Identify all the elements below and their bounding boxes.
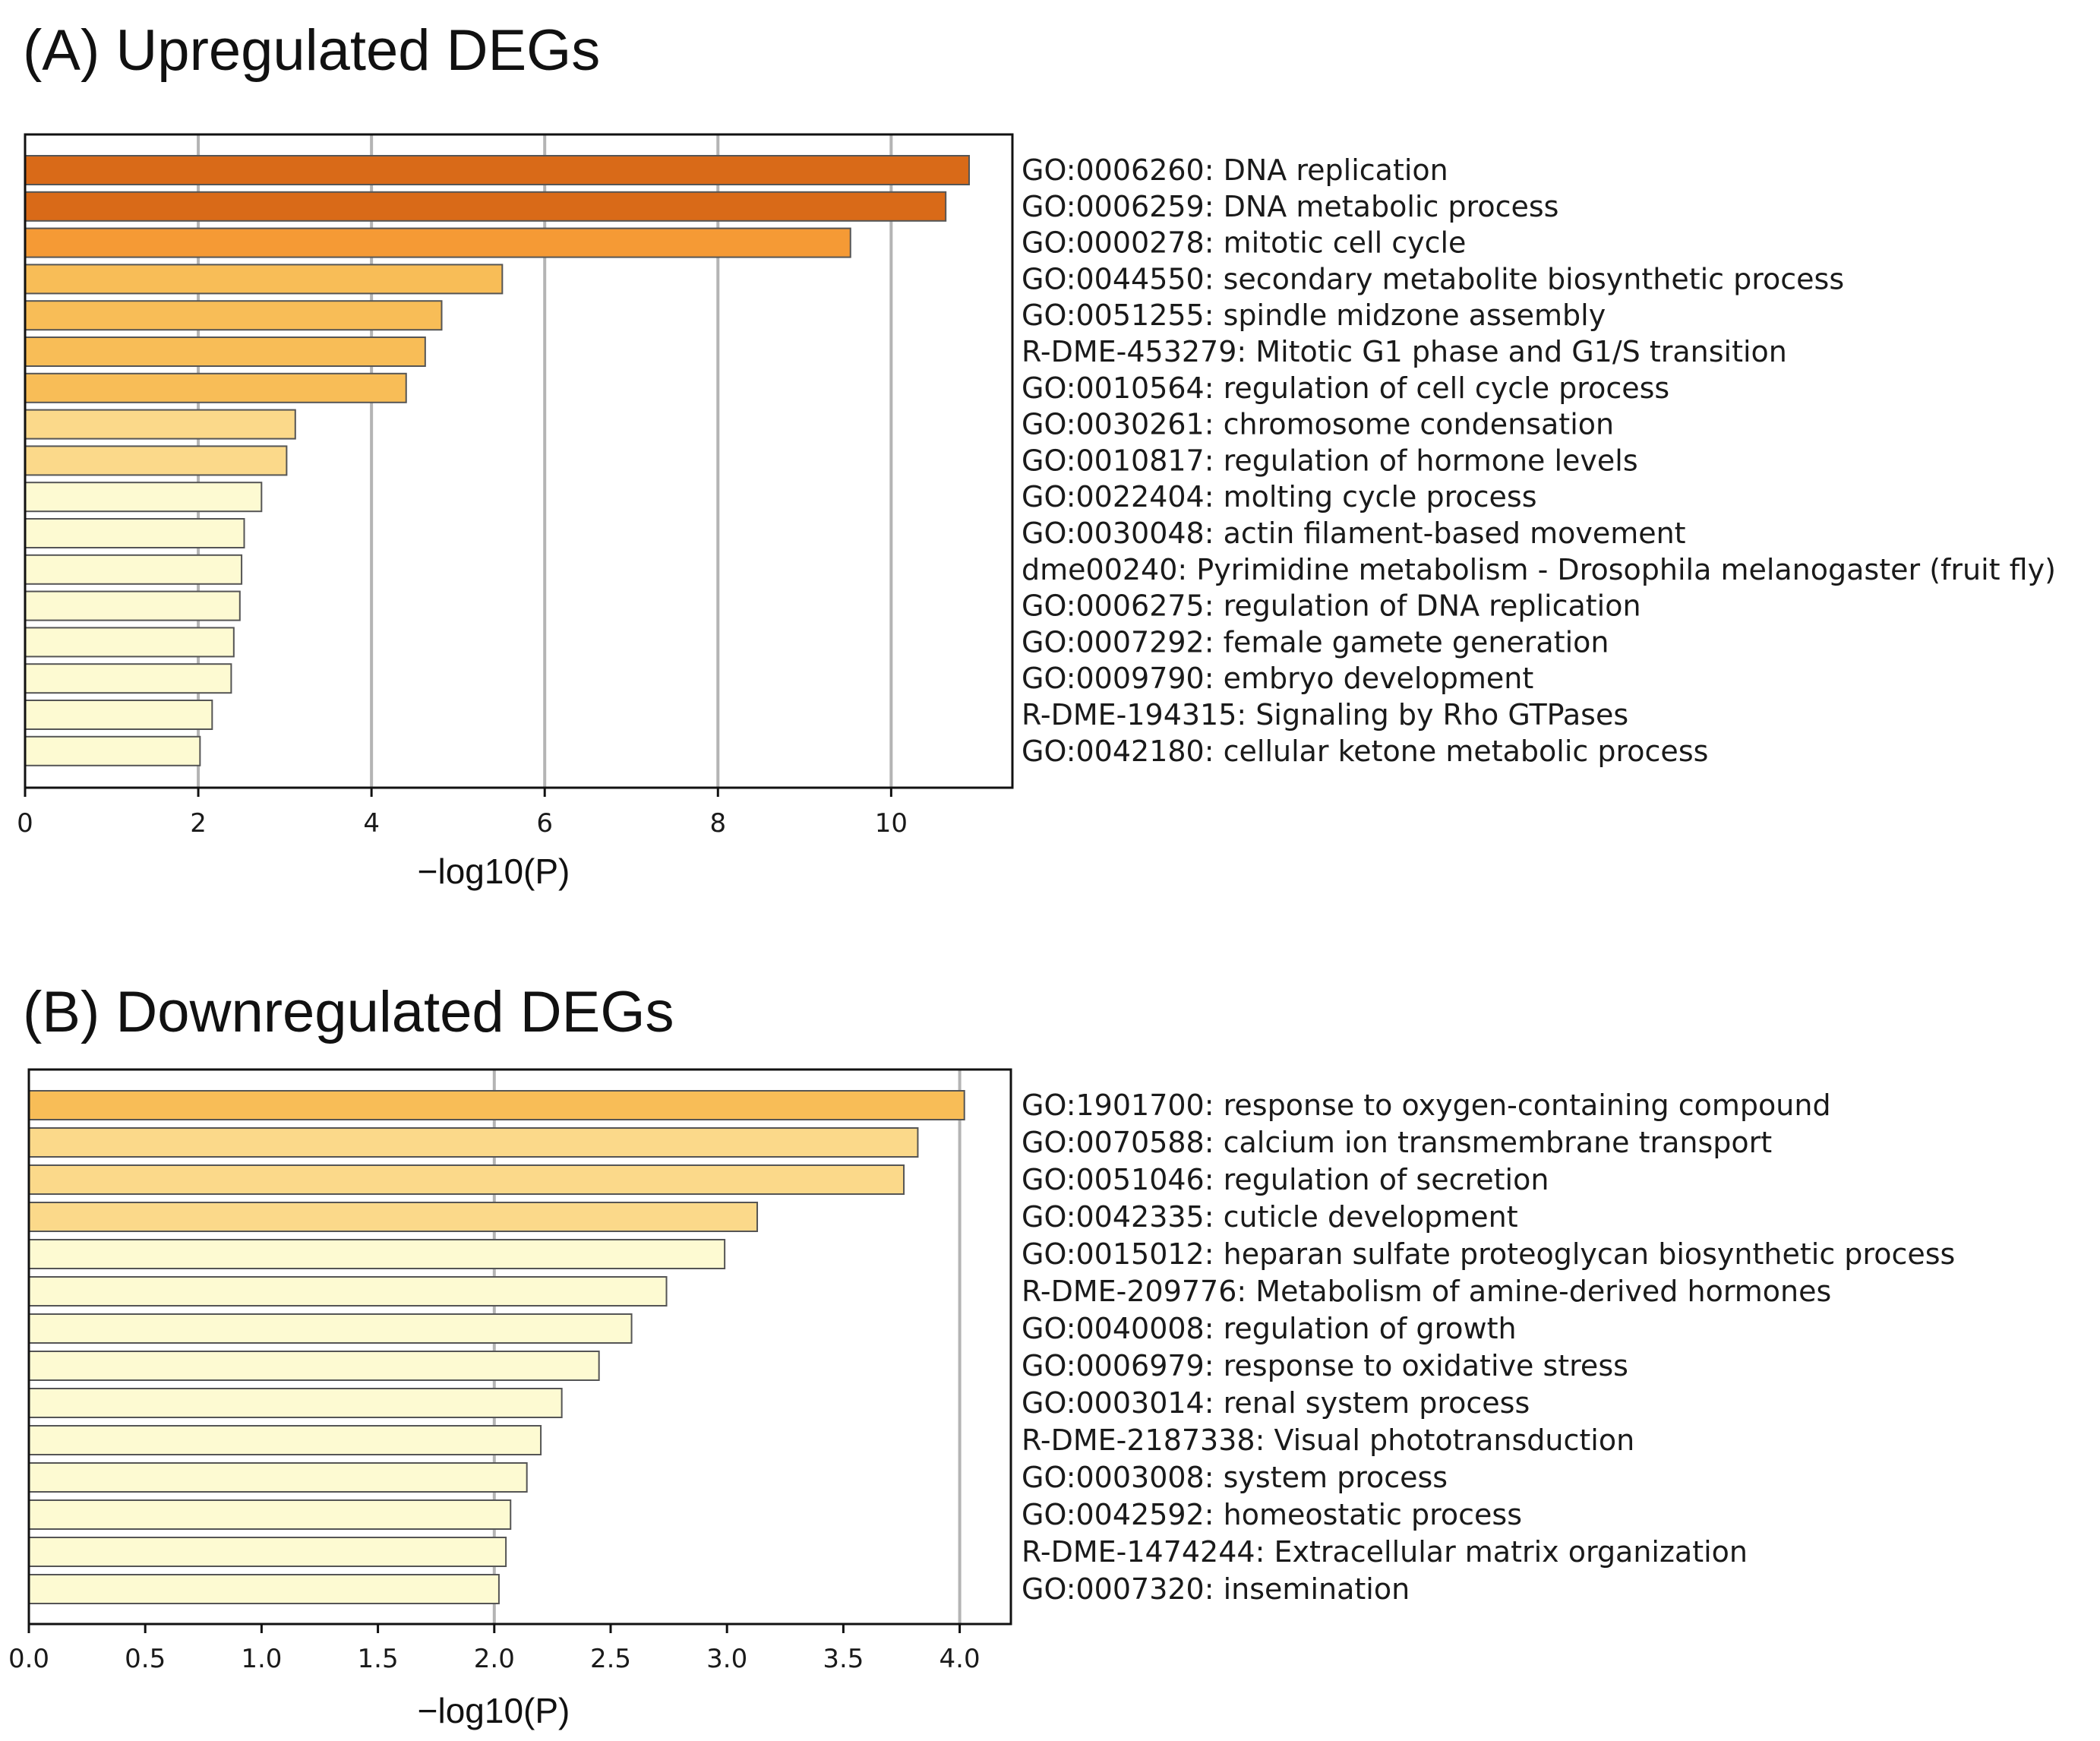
term-label: GO:0007320: insemination — [1022, 1572, 1410, 1606]
term-label: GO:0051255: spindle midzone assembly — [1022, 299, 1606, 332]
panel-b-x-axis: 0.0 0.5 1.0 1.5 2.0 2.5 3.0 3.5 4.0 — [8, 1624, 981, 1674]
x-tick-label: 3.5 — [823, 1644, 864, 1674]
term-label: dme00240: Pyrimidine metabolism - Drosop… — [1022, 553, 2056, 586]
panel-b-term-labels: GO:1901700: response to oxygen-containin… — [1022, 1089, 1955, 1606]
term-label: GO:0044550: secondary metabolite biosynt… — [1022, 262, 1844, 295]
x-tick-label: 4.0 — [939, 1644, 981, 1674]
bar — [28, 1164, 905, 1195]
term-label: GO:0070588: calcium ion transmembrane tr… — [1022, 1126, 1772, 1159]
panel-upregulated: (A) Upregulated DEGs 0 2 4 6 8 10 GO:0006260:… — [17, 18, 2056, 891]
term-label: GO:0006979: response to oxidative stress — [1022, 1349, 1628, 1382]
panel-a-x-axis-label: −log10(P) — [418, 852, 570, 891]
term-label: GO:0030261: chromosome condensation — [1022, 408, 1614, 441]
term-label: GO:0015012: heparan sulfate proteoglycan… — [1022, 1237, 1955, 1271]
x-tick-label: 2.5 — [590, 1644, 631, 1674]
bar — [28, 1425, 542, 1455]
bar — [28, 1462, 528, 1493]
bar — [24, 518, 245, 548]
term-label: R-DME-209776: Metabolism of amine-derive… — [1022, 1275, 1831, 1308]
panel-b-bars — [28, 1090, 965, 1604]
bar — [28, 1090, 965, 1120]
term-label: GO:1901700: response to oxygen-containin… — [1022, 1089, 1831, 1122]
bar — [24, 482, 263, 513]
bar — [28, 1202, 759, 1232]
panel-a-x-axis: 0 2 4 6 8 10 — [17, 788, 908, 839]
bar — [24, 663, 232, 694]
x-tick-label: 2.0 — [474, 1644, 515, 1674]
bar — [24, 700, 213, 730]
term-label: GO:0010817: regulation of hormone levels — [1022, 444, 1638, 477]
x-tick-label: 6 — [536, 808, 553, 839]
term-label: GO:0007292: female gamete generation — [1022, 625, 1609, 659]
term-label: GO:0009790: embryo development — [1022, 662, 1533, 695]
term-label: GO:0051046: regulation of secretion — [1022, 1163, 1549, 1196]
x-tick-label: 0.5 — [125, 1644, 166, 1674]
x-tick-label: 10 — [875, 808, 908, 839]
bar — [28, 1388, 563, 1418]
bar — [24, 554, 243, 585]
x-tick-label: 8 — [709, 808, 726, 839]
term-label: GO:0006260: DNA replication — [1022, 153, 1448, 187]
bar — [28, 1499, 512, 1530]
term-label: GO:0006275: regulation of DNA replicatio… — [1022, 589, 1641, 623]
term-label: GO:0000278: mitotic cell cycle — [1022, 226, 1466, 260]
term-label: GO:0030048: actin filament-based movemen… — [1022, 517, 1686, 550]
x-tick-label: 3.0 — [706, 1644, 747, 1674]
bar — [24, 264, 504, 295]
bar — [24, 627, 235, 658]
bar — [24, 445, 288, 476]
panel-b-plot-frame — [27, 1068, 1012, 1626]
term-label: GO:0040008: regulation of growth — [1022, 1312, 1517, 1345]
term-label: GO:0042180: cellular ketone metabolic pr… — [1022, 735, 1708, 768]
bar — [28, 1574, 500, 1604]
x-tick-label: 0.0 — [8, 1644, 49, 1674]
panel-b-x-axis-label: −log10(P) — [418, 1691, 570, 1730]
term-label: GO:0006259: DNA metabolic process — [1022, 190, 1558, 223]
bar — [24, 191, 947, 222]
panel-a-title: (A) Upregulated DEGs — [23, 18, 600, 83]
bar — [24, 372, 407, 403]
bar — [24, 735, 201, 766]
bar — [24, 337, 426, 367]
panel-b-title: (B) Downregulated DEGs — [23, 980, 674, 1044]
term-label: GO:0003008: system process — [1022, 1461, 1448, 1494]
bar — [24, 300, 443, 331]
term-label: GO:0042335: cuticle development — [1022, 1200, 1518, 1234]
bar — [28, 1276, 668, 1307]
panel-a-bars — [24, 155, 970, 766]
term-label: R-DME-453279: Mitotic G1 phase and G1/S … — [1022, 335, 1787, 368]
bar — [24, 590, 241, 621]
x-tick-label: 1.5 — [358, 1644, 399, 1674]
panel-downregulated: (B) Downregulated DEGs 0.0 0.5 1.0 1.5 2.0 2.… — [8, 980, 1955, 1730]
x-tick-label: 0 — [17, 808, 33, 839]
term-label: GO:0010564: regulation of cell cycle pro… — [1022, 371, 1669, 405]
term-label: GO:0042592: homeostatic process — [1022, 1498, 1522, 1531]
term-label: R-DME-2187338: Visual phototransduction — [1022, 1423, 1634, 1457]
x-tick-label: 2 — [190, 808, 207, 839]
bar — [24, 227, 851, 258]
x-tick-label: 1.0 — [241, 1644, 282, 1674]
term-label: GO:0022404: molting cycle process — [1022, 480, 1537, 513]
bar — [24, 409, 296, 440]
bar — [28, 1127, 919, 1158]
bar — [28, 1537, 507, 1567]
bar — [28, 1239, 726, 1269]
bar — [28, 1313, 633, 1344]
bar — [28, 1351, 600, 1381]
panel-a-plot-frame — [24, 133, 1014, 789]
bar — [24, 155, 970, 185]
panel-b-gridlines — [492, 1070, 962, 1624]
x-tick-label: 4 — [363, 808, 380, 839]
term-label: GO:0003014: renal system process — [1022, 1386, 1530, 1420]
term-label: R-DME-194315: Signaling by Rho GTPases — [1022, 698, 1628, 731]
term-label: R-DME-1474244: Extracellular matrix orga… — [1022, 1535, 1748, 1569]
